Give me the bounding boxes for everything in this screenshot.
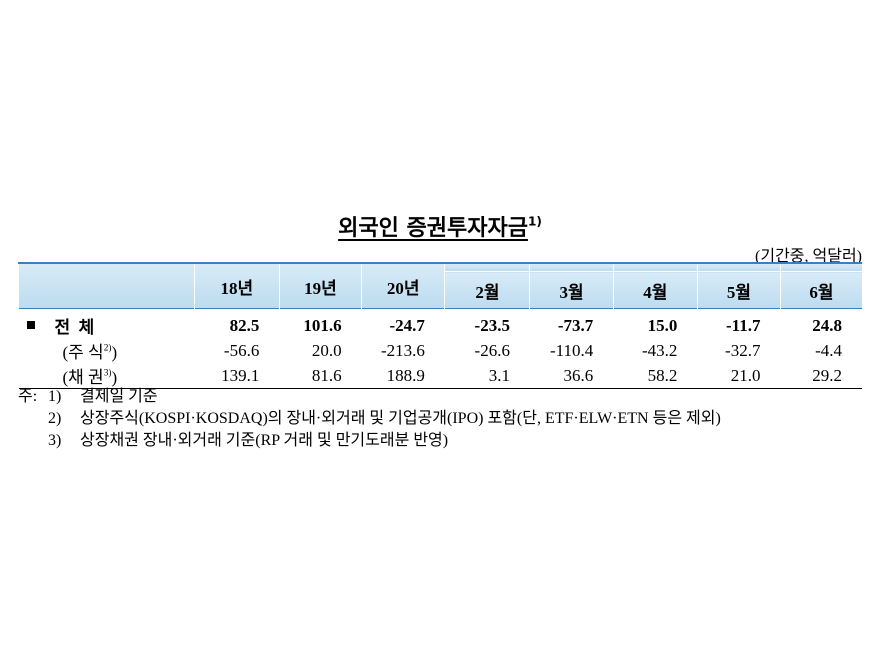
table: 18년 19년 20년 2월 3월 4월 5월 6월 전 체 82.5 101.6 -24.7 -2… — [18, 262, 862, 389]
cell-value: 188.9 — [361, 363, 445, 389]
cell-value: -24.7 — [389, 315, 425, 335]
table-body: 전 체 82.5 101.6 -24.7 -23.5 -73.7 15.0 -11.7 24.8… — [18, 309, 863, 389]
header-spacer — [529, 263, 614, 272]
cell-value: -56.6 — [223, 340, 260, 360]
row-label-text: (주 식 — [62, 343, 104, 362]
column-header: 6월 — [779, 271, 862, 309]
note: 2) 상장주식(KOSPI·KOSDAQ)의 장내·외거래 및 기업공개(IPO)… — [18, 408, 864, 430]
cell-value: 82.5 — [229, 315, 260, 335]
cell-value: -73.7 — [557, 315, 594, 335]
row-label-text: (채 권 — [62, 368, 104, 387]
header-spacer — [696, 263, 781, 272]
cell-value: -32.7 — [725, 340, 761, 360]
column-header: 20년 — [361, 263, 445, 309]
table-row: (채 권3)) 139.1 81.6 188.9 3.1 36.6 58.2 21.0 29.2 — [18, 363, 862, 389]
note-text: 상장채권 장내·외거래 기준(RP 거래 및 만기도래분 반영) — [80, 432, 449, 449]
cell-value: 81.6 — [279, 363, 362, 389]
header-corner — [18, 263, 195, 309]
row-label: (주 식2)) — [19, 338, 195, 363]
note-indent — [18, 430, 48, 452]
note-text: 상장주식(KOSPI·KOSDAQ)의 장내·외거래 및 기업공개(IPO) 포… — [80, 410, 721, 427]
cell-value: -43.2 — [641, 340, 678, 360]
title-text: 외국인 증권투자자금 — [338, 216, 528, 241]
header-row: 18년 19년 20년 — [18, 263, 862, 309]
cell-value: 21.0 — [697, 363, 781, 389]
row-label-text: 전 체 — [54, 318, 95, 337]
table-header: 18년 19년 20년 2월 3월 4월 5월 6월 — [18, 263, 862, 309]
cell-value: -23.5 — [474, 315, 510, 335]
header-spacer — [612, 263, 698, 272]
column-header: 18년 — [193, 263, 280, 309]
cell-value: -4.4 — [815, 340, 842, 360]
header-spacer — [779, 263, 862, 272]
note-number: 3) — [48, 432, 62, 449]
row-label-note: 2) — [103, 343, 112, 354]
cell-value: 24.8 — [812, 315, 842, 335]
title: 외국인 증권투자자금1) — [0, 210, 880, 242]
notes: 주: 1) 결제일 기준 2) 상장주식(KOSPI·KOSDAQ)의 장내·외거래 및… — [18, 386, 864, 452]
title-note: 1) — [527, 214, 542, 229]
cell-value: 101.6 — [303, 315, 342, 335]
bullet-icon — [26, 321, 35, 329]
note-number: 1) — [48, 388, 62, 405]
cell-value: 15.0 — [647, 315, 678, 335]
cell-value: 36.6 — [529, 363, 614, 389]
table-row: 전 체 82.5 101.6 -24.7 -23.5 -73.7 15.0 -11.7 24.8 — [19, 309, 863, 339]
column-header: 5월 — [696, 271, 781, 309]
cell-value: 3.1 — [444, 363, 530, 389]
note-text: 결제일 기준 — [80, 388, 158, 405]
header-row: 2월 3월 4월 5월 6월 — [19, 271, 862, 309]
cell-value: 58.2 — [613, 363, 698, 389]
column-header: 19년 — [278, 263, 362, 309]
cell-value: -110.4 — [550, 340, 594, 360]
header-spacer — [444, 263, 530, 272]
row-label-note: 3) — [103, 368, 112, 379]
cell-value: -26.6 — [474, 340, 510, 360]
cell-value: -213.6 — [381, 340, 425, 360]
column-header: 3월 — [529, 271, 614, 309]
unit: (기간중, 억달러) — [755, 248, 862, 265]
row-label-close: ) — [111, 368, 118, 387]
note-indent — [18, 408, 48, 430]
cell-value: 29.2 — [780, 363, 862, 389]
row-label: (채 권3)) — [18, 363, 195, 389]
column-header: 2월 — [444, 271, 530, 309]
table-row: (주 식2)) -56.6 20.0 -213.6 -26.6 -110.4 -43.2 -3… — [19, 338, 863, 363]
row-label: 전 체 — [19, 309, 195, 339]
cell-value: -11.7 — [725, 315, 761, 335]
row-label-close: ) — [111, 343, 118, 362]
note-prefix: 주: — [18, 388, 38, 405]
note: 주: 1) 결제일 기준 — [18, 386, 864, 408]
note-number: 2) — [48, 410, 62, 427]
cell-value: 139.1 — [194, 363, 280, 389]
cell-value: 20.0 — [311, 340, 342, 360]
note: 3) 상장채권 장내·외거래 기준(RP 거래 및 만기도래분 반영) — [18, 430, 864, 452]
column-header: 4월 — [612, 271, 698, 309]
